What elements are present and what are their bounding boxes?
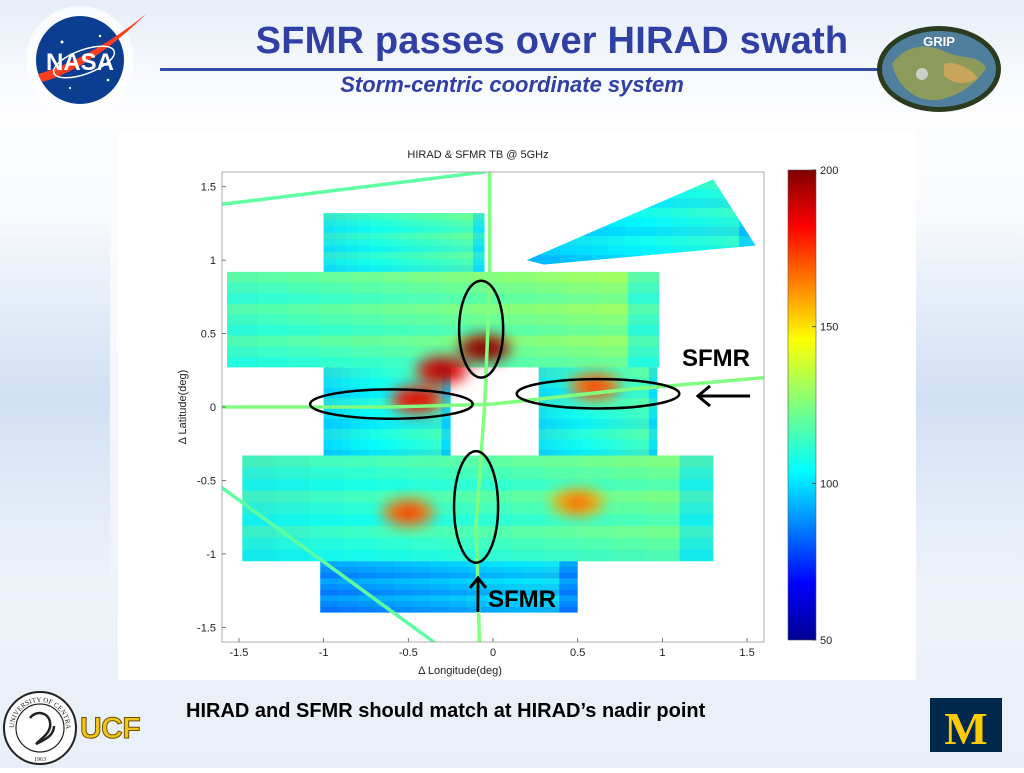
x-tick-label-2: -0.5 bbox=[399, 647, 418, 659]
y-axis-label: Δ Latitude(deg) bbox=[177, 370, 189, 445]
y-tick-label-2: 0.5 bbox=[201, 329, 216, 341]
ucf-seal-year: 1963 bbox=[34, 757, 46, 763]
header-band bbox=[0, 0, 1024, 128]
hot-core-4 bbox=[396, 505, 421, 520]
grip-logo: GRIP bbox=[874, 24, 1004, 119]
hot-core-1 bbox=[430, 363, 455, 378]
chart-title: HIRAD & SFMR TB @ 5GHz bbox=[407, 149, 548, 161]
hot-core-0 bbox=[472, 341, 497, 356]
x-axis-label: Δ Longitude(deg) bbox=[418, 665, 502, 677]
nadir-ellipse-1 bbox=[308, 388, 474, 420]
sfmr-track-west-east bbox=[222, 375, 764, 409]
sfmr-label-bottom: SFMR bbox=[488, 586, 556, 613]
y-tick-label-0: 1.5 bbox=[201, 182, 216, 194]
hirad-sfmr-chart: HIRAD & SFMR TB @ 5GHz -1.5 -1 -0.5 0 0.5 1 1.… bbox=[177, 149, 838, 677]
sfmr-track-top-diagonal bbox=[222, 172, 487, 207]
grip-logo-text: GRIP bbox=[923, 34, 955, 49]
y-tick-label-3: 0 bbox=[210, 402, 216, 414]
colorbar-tick-label-1: 150 bbox=[820, 322, 838, 334]
sfmr-track-bottom-diagonal bbox=[222, 486, 436, 642]
y-tick-label-4: -0.5 bbox=[197, 475, 216, 487]
hirad-swath-texture-bottom-left-tail bbox=[320, 561, 578, 613]
hirad-swath-texture-top-left-strip bbox=[323, 213, 485, 272]
x-tick-label-0: -1.5 bbox=[229, 647, 248, 659]
colorbar-tick-label-3: 50 bbox=[820, 635, 832, 647]
colorbar-tick-label-0: 200 bbox=[820, 165, 838, 177]
x-tick-label-5: 1 bbox=[659, 647, 665, 659]
nadir-ellipse-0 bbox=[457, 279, 505, 379]
y-tick-label-5: -1 bbox=[206, 549, 216, 561]
hot-core-5 bbox=[565, 495, 590, 510]
nasa-logo-text: NASA bbox=[46, 49, 114, 76]
nadir-ellipse-3 bbox=[452, 449, 500, 564]
figure-panel: HIRAD & SFMR TB @ 5GHz -1.5 -1 -0.5 0 0.5 1 1.… bbox=[118, 132, 916, 680]
x-tick-label-6: 1.5 bbox=[739, 647, 754, 659]
hot-core-3 bbox=[582, 379, 607, 394]
slide-caption: HIRAD and SFMR should match at HIRAD’s n… bbox=[186, 700, 706, 722]
colorbar-tick-label-2: 100 bbox=[820, 478, 838, 490]
left-arrow-icon bbox=[695, 384, 750, 408]
nadir-ellipse-2 bbox=[515, 377, 681, 410]
hot-core-2 bbox=[404, 392, 429, 407]
left-decor bbox=[0, 210, 110, 590]
x-tick-label-1: -1 bbox=[319, 647, 329, 659]
up-arrow-icon bbox=[468, 575, 488, 612]
header-rule bbox=[160, 68, 880, 71]
y-tick-label-1: 1 bbox=[210, 255, 216, 267]
umich-logo: M bbox=[930, 698, 1002, 757]
slide-subtitle: Storm-centric coordinate system bbox=[340, 72, 684, 97]
colorbar bbox=[787, 169, 817, 641]
slide-title: SFMR passes over HIRAD swath bbox=[255, 20, 849, 62]
ucf-wordmark: UCF bbox=[79, 712, 141, 746]
sfmr-label-right: SFMR bbox=[682, 345, 750, 372]
y-tick-label-6: -1.5 bbox=[197, 622, 216, 634]
umich-logo-text: M bbox=[944, 703, 987, 752]
x-tick-label-3: 0 bbox=[490, 647, 496, 659]
nasa-logo: NASA bbox=[4, 2, 154, 115]
ucf-logo: UNIVERSITY OF CENTRAL FLORIDA 1963 bbox=[0, 682, 80, 773]
right-decor bbox=[916, 210, 1024, 590]
x-tick-label-4: 0.5 bbox=[570, 647, 585, 659]
